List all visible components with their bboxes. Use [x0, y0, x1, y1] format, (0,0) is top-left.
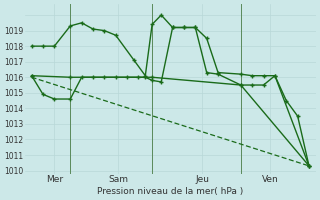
X-axis label: Pression niveau de la mer( hPa ): Pression niveau de la mer( hPa ): [97, 187, 244, 196]
